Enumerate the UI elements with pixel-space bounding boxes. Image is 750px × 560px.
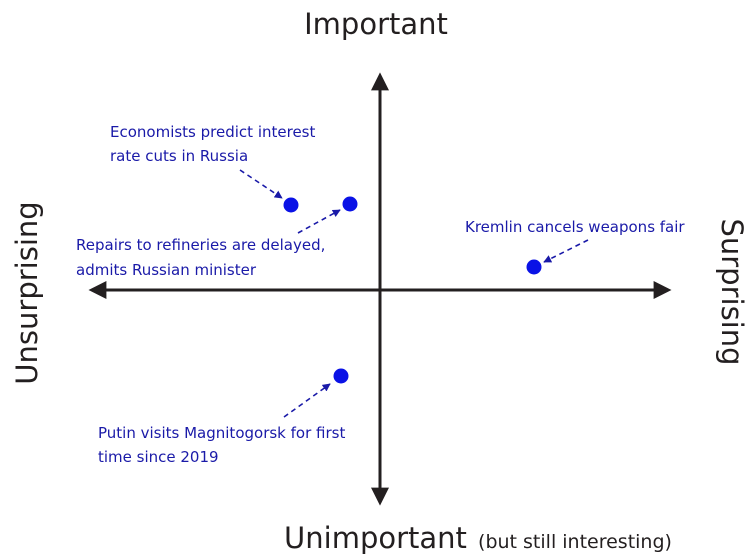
axis-label-right: Surprising [715, 218, 749, 365]
axis-label-bottom-main: Unimportant [284, 521, 467, 555]
annotation-line: Economists predict interest [110, 123, 315, 141]
annotation-economists: Economists predict interest rate cuts in… [110, 123, 320, 213]
data-point-economists [283, 197, 299, 213]
data-point-kremlin [526, 259, 542, 275]
leader-arrow-putin [283, 383, 331, 418]
leader-arrow-kremlin [543, 239, 589, 263]
annotation-line: time since 2019 [98, 448, 219, 466]
data-point-putin [333, 368, 349, 384]
annotation-line: admits Russian minister [76, 261, 257, 279]
leader-arrow-economists [239, 169, 283, 199]
leader-arrow-refineries [297, 209, 341, 234]
annotation-label-economists: Economists predict interest rate cuts in… [110, 123, 320, 165]
annotation-line: Putin visits Magnitogorsk for first [98, 424, 345, 442]
axis-label-left: Unsurprising [10, 201, 44, 384]
annotation-label-putin: Putin visits Magnitogorsk for first time… [98, 424, 350, 466]
axis-label-top: Important [304, 7, 448, 41]
annotation-kremlin: Kremlin cancels weapons fair [465, 218, 685, 275]
annotation-line: rate cuts in Russia [110, 147, 248, 165]
annotation-line: Repairs to refineries are delayed, [76, 236, 325, 254]
annotation-line: Kremlin cancels weapons fair [465, 218, 685, 236]
data-point-refineries [342, 196, 358, 212]
annotation-refineries: Repairs to refineries are delayed, admit… [76, 196, 358, 279]
annotation-putin: Putin visits Magnitogorsk for first time… [98, 368, 350, 466]
axis-label-bottom: Unimportant (but still interesting) [284, 521, 672, 555]
axis-label-bottom-note: (but still interesting) [478, 531, 672, 553]
annotation-label-kremlin: Kremlin cancels weapons fair [465, 218, 685, 236]
annotation-label-refineries: Repairs to refineries are delayed, admit… [76, 236, 330, 279]
